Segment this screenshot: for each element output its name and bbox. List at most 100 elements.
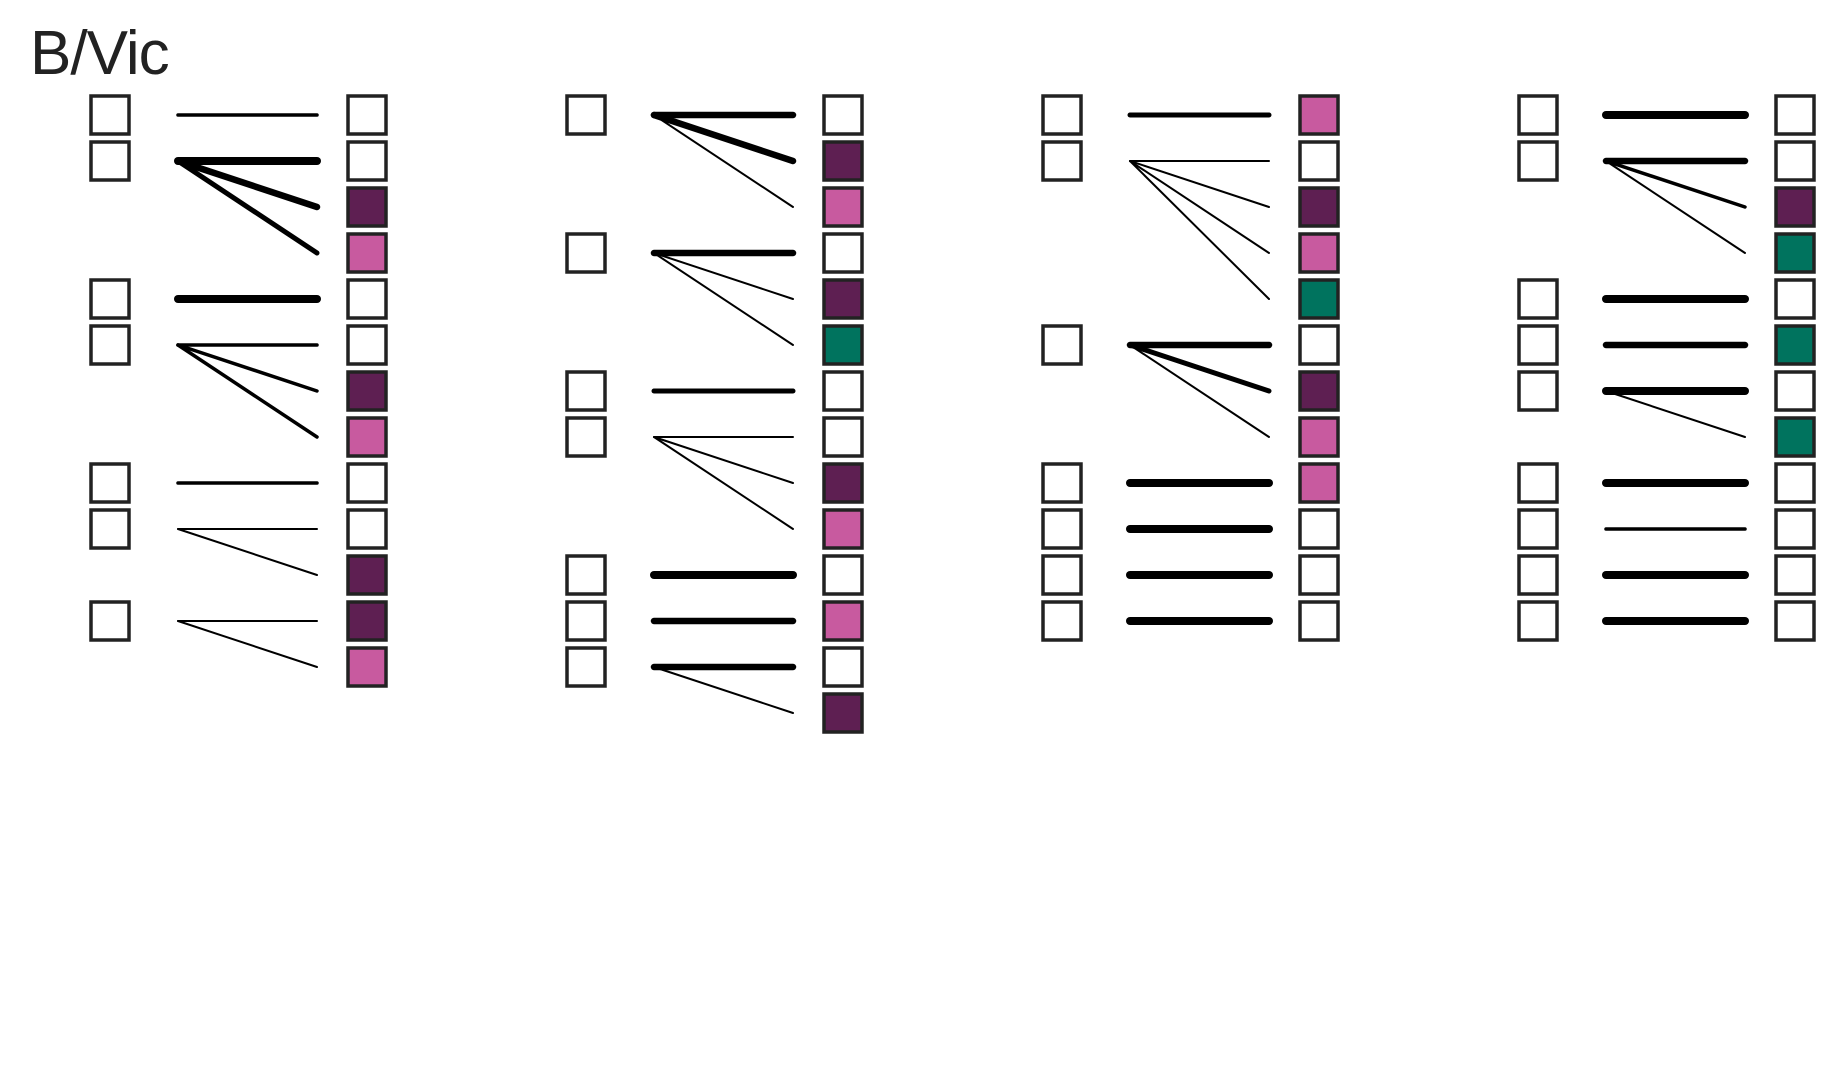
child-node-pink: [1298, 416, 1340, 458]
edge-line: [1605, 390, 1746, 438]
edge-line: [1129, 160, 1270, 254]
edge-line: [653, 436, 794, 484]
child-node-pink: [1298, 462, 1340, 504]
child-node-none: [346, 278, 388, 320]
child-node-none: [822, 232, 864, 274]
child-node-none: [822, 646, 864, 688]
parent-node: [89, 278, 131, 320]
child-node-purple: [1774, 186, 1816, 228]
parent-node: [89, 508, 131, 550]
edge-line: [177, 528, 318, 576]
parent-node: [565, 554, 607, 596]
parent-node: [1041, 600, 1083, 642]
edge-line: [177, 620, 318, 668]
child-node-purple: [1298, 370, 1340, 412]
edge-line: [653, 436, 794, 530]
edge-line: [653, 252, 794, 300]
child-node-none: [1774, 370, 1816, 412]
parent-node: [1517, 462, 1559, 504]
edge-line: [1129, 160, 1270, 208]
child-node-none: [1298, 508, 1340, 550]
child-node-pink: [346, 416, 388, 458]
child-node-teal: [1774, 416, 1816, 458]
parent-node: [565, 232, 607, 274]
child-node-none: [1298, 324, 1340, 366]
edge-line: [1129, 160, 1270, 300]
child-node-none: [1298, 600, 1340, 642]
parent-node: [1041, 554, 1083, 596]
child-node-none: [1774, 554, 1816, 596]
parent-node: [565, 416, 607, 458]
child-node-purple: [346, 370, 388, 412]
edge-line: [650, 111, 797, 165]
child-node-purple: [346, 554, 388, 596]
child-node-purple: [822, 692, 864, 734]
child-node-teal: [1298, 278, 1340, 320]
child-node-none: [1774, 140, 1816, 182]
child-node-pink: [1298, 232, 1340, 274]
edge-line: [176, 343, 319, 439]
parent-node: [1517, 94, 1559, 136]
parent-node: [565, 94, 607, 136]
edge-line: [1604, 159, 1747, 209]
parent-node: [89, 324, 131, 366]
child-node-purple: [346, 186, 388, 228]
child-node-none: [822, 94, 864, 136]
edge-line: [653, 666, 794, 714]
child-node-pink: [346, 646, 388, 688]
parent-node: [1041, 462, 1083, 504]
child-node-none: [822, 370, 864, 412]
parent-node: [89, 94, 131, 136]
child-node-purple: [346, 600, 388, 642]
child-node-pink: [822, 600, 864, 642]
child-node-none: [346, 324, 388, 366]
parent-node: [1041, 324, 1083, 366]
parent-node: [1517, 600, 1559, 642]
parent-node: [89, 600, 131, 642]
child-node-purple: [822, 462, 864, 504]
child-node-none: [1298, 554, 1340, 596]
child-node-none: [1774, 278, 1816, 320]
parent-node: [565, 370, 607, 412]
child-node-none: [1774, 462, 1816, 504]
child-node-teal: [822, 324, 864, 366]
parent-node: [1517, 324, 1559, 366]
parent-node: [1041, 94, 1083, 136]
parent-node: [1517, 508, 1559, 550]
page-title: B/Vic: [30, 19, 170, 88]
parent-node: [1517, 278, 1559, 320]
edge-line: [653, 252, 794, 346]
child-node-pink: [822, 508, 864, 550]
edge-line: [175, 158, 320, 256]
parent-node: [1041, 140, 1083, 182]
child-node-none: [1774, 508, 1816, 550]
child-node-none: [1774, 600, 1816, 642]
edge-line: [1129, 344, 1270, 438]
edge-line: [174, 157, 321, 211]
child-node-purple: [1298, 186, 1340, 228]
child-node-purple: [822, 140, 864, 182]
child-node-none: [346, 140, 388, 182]
child-node-none: [822, 416, 864, 458]
child-node-pink: [822, 186, 864, 228]
child-node-pink: [1298, 94, 1340, 136]
child-node-purple: [822, 278, 864, 320]
parent-node: [565, 646, 607, 688]
parent-node: [89, 140, 131, 182]
child-node-none: [822, 554, 864, 596]
edge-line: [1605, 160, 1746, 254]
child-node-none: [346, 462, 388, 504]
edge-line: [176, 343, 319, 393]
parent-node: [1041, 508, 1083, 550]
edge-line: [653, 114, 794, 208]
parent-node: [565, 600, 607, 642]
parent-node: [89, 462, 131, 504]
parent-node: [1517, 370, 1559, 412]
child-node-teal: [1774, 232, 1816, 274]
child-node-teal: [1774, 324, 1816, 366]
edge-line: [1127, 342, 1272, 394]
child-node-none: [1774, 94, 1816, 136]
child-node-none: [346, 94, 388, 136]
child-node-none: [1298, 140, 1340, 182]
